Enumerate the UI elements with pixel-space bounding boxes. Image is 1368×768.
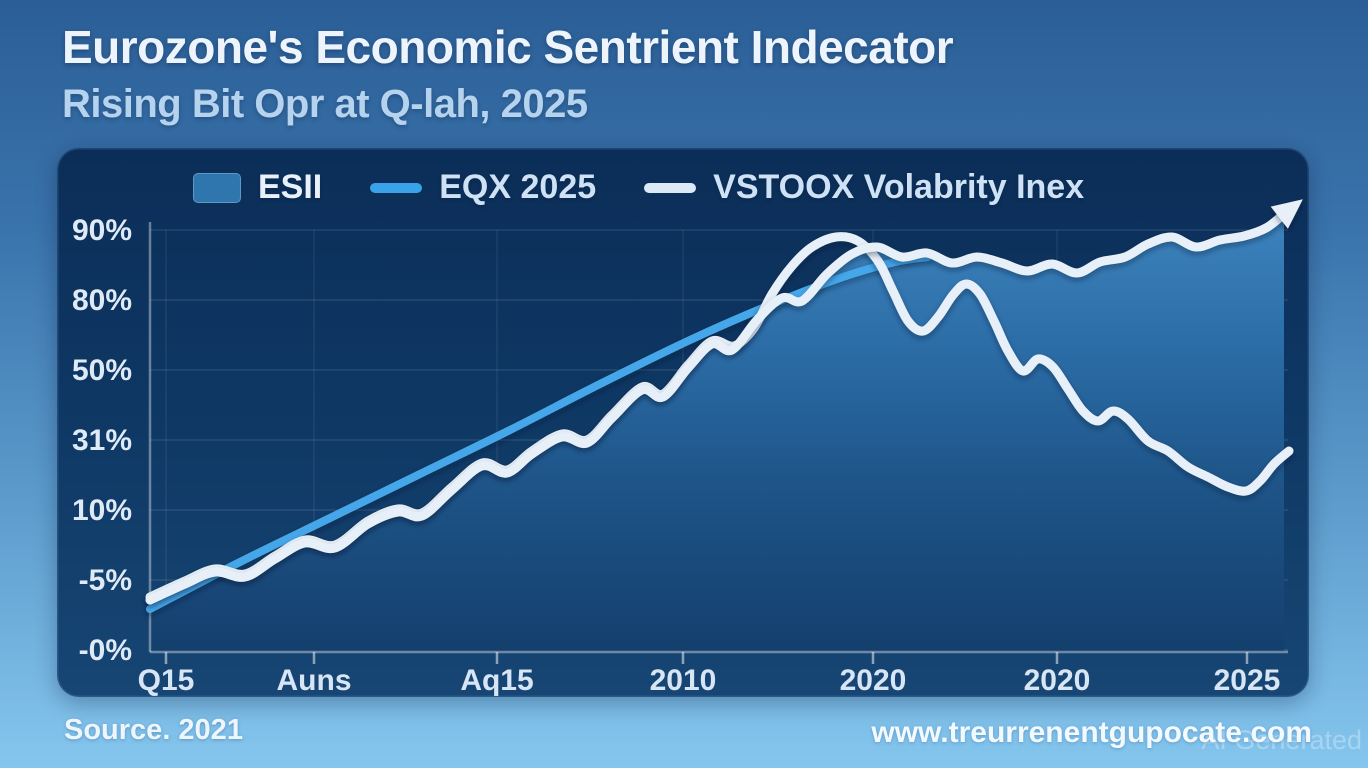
y-tick-label: -5% — [79, 564, 132, 597]
x-tick-label: 2010 — [650, 664, 717, 697]
area-swatch-icon — [193, 172, 241, 203]
x-tick-label: 2020 — [1024, 664, 1091, 697]
x-tick-label: 2025 — [1214, 664, 1281, 697]
eqx-2025-line-series — [146, 253, 932, 613]
esii-area-edge-line — [145, 209, 1289, 605]
x-tick-label: 2020 — [840, 664, 907, 697]
trend-arrow-icon — [1270, 199, 1303, 229]
source-label: Source. 2021 — [64, 714, 243, 746]
legend-item-esii: ESII — [193, 168, 322, 207]
esii-area-series — [150, 214, 1284, 652]
y-tick-label: 31% — [72, 424, 132, 457]
x-tick-label: Aq15 — [460, 664, 533, 697]
x-tick-label: Q15 — [138, 664, 195, 697]
legend: ESII EQX 2025 VSTOOX Volabrity Inex — [193, 168, 1084, 207]
page-title: Eurozone's Economic Sentrient Indecator — [62, 21, 954, 73]
ai-generated-watermark: AI Generated — [1201, 725, 1362, 755]
legend-label: EQX 2025 — [439, 168, 597, 206]
x-tick-label: Auns — [277, 664, 352, 697]
legend-item-vstoox: VSTOOX Volabrity Inex — [644, 168, 1084, 207]
website-label: www.treurrenentgupocate.com — [871, 716, 1312, 749]
legend-label: ESII — [258, 168, 323, 206]
y-tick-label: 50% — [72, 354, 132, 387]
page-subtitle: Rising Bit Opr at Q-lah, 2025 — [62, 82, 588, 126]
y-tick-label: 10% — [72, 494, 132, 527]
line-swatch-icon — [644, 182, 697, 193]
legend-item-eqx: EQX 2025 — [370, 168, 596, 207]
y-tick-label: 90% — [72, 214, 132, 247]
y-tick-label: 80% — [72, 284, 132, 317]
line-swatch-icon — [370, 182, 423, 193]
y-tick-label: -0% — [79, 634, 132, 667]
legend-label: VSTOOX Volabrity Inex — [713, 168, 1085, 206]
